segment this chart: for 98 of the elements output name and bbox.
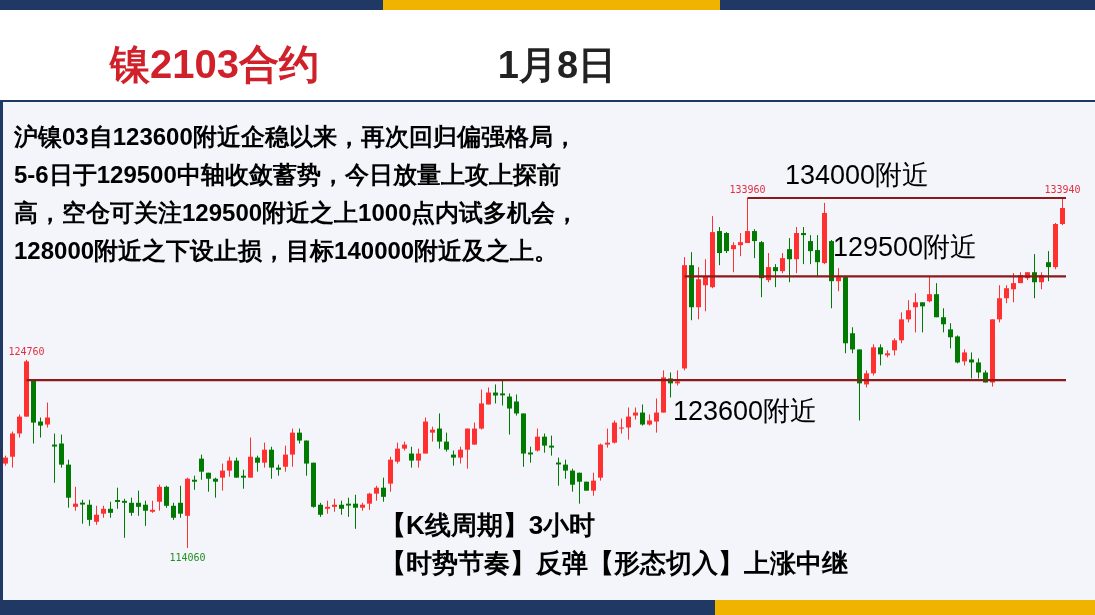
candlestick — [115, 487, 120, 510]
annotation: 124760 — [8, 345, 45, 357]
candlestick — [773, 263, 778, 288]
ref-line-label: 134000附近 — [784, 160, 930, 190]
candlestick — [493, 383, 498, 404]
ref-line-label: 129500附近 — [832, 232, 978, 263]
candlestick — [752, 228, 757, 259]
candlestick — [808, 234, 813, 265]
candlestick — [178, 485, 183, 519]
candlestick — [787, 237, 792, 283]
candlestick — [626, 406, 631, 441]
candlestick — [535, 428, 540, 453]
candlestick — [906, 299, 911, 323]
candlestick — [10, 431, 15, 469]
candlestick — [619, 418, 624, 434]
candlestick — [941, 307, 946, 333]
candlestick — [241, 469, 246, 490]
candlestick — [815, 234, 820, 278]
candlestick — [213, 477, 218, 499]
candlestick — [1046, 250, 1051, 282]
annotation: 【K线周期】3小时 — [380, 509, 596, 542]
candlestick — [591, 472, 596, 497]
candlestick — [549, 435, 554, 457]
candlestick — [17, 414, 22, 439]
candlestick — [80, 499, 85, 525]
candlestick — [717, 226, 722, 266]
candlestick — [738, 232, 743, 257]
candlestick — [227, 456, 232, 478]
annotation: 133960 — [729, 184, 766, 195]
candlestick — [899, 311, 904, 344]
candlestick — [59, 434, 64, 469]
candlestick — [73, 486, 78, 512]
candlestick — [570, 468, 575, 493]
candlestick — [724, 231, 729, 254]
candlestick — [409, 446, 414, 469]
candlestick — [920, 301, 925, 333]
candlestick — [122, 498, 127, 539]
candlestick — [220, 463, 225, 492]
candlestick — [437, 412, 442, 450]
candlestick — [290, 428, 295, 468]
annotation: 沪镍03自123600附近企稳以来，再次回归偏强格局，5-6日于129500中轴收敛蓄势，今日放量上攻上探前高，空仓可关注129500附近之上1000点内试多机会，128000附近之下设止损，目标140000附近及之上。 — [14, 122, 581, 266]
candlestick — [164, 485, 169, 509]
candlestick — [542, 433, 547, 454]
candlestick — [353, 494, 358, 530]
candlestick — [1060, 197, 1065, 226]
chart-subtitle: 1月8日 — [497, 44, 617, 86]
candlestick — [850, 326, 855, 354]
candlestick — [157, 484, 162, 512]
candlestick — [514, 393, 519, 417]
ref-line-label: 123600附近 — [672, 396, 818, 427]
candlestick — [780, 252, 785, 274]
candlestick — [563, 459, 568, 480]
candlestick — [87, 499, 92, 527]
candlestick — [94, 505, 99, 526]
candlestick — [381, 477, 386, 503]
candlestick — [500, 379, 505, 407]
candlestick — [927, 276, 932, 303]
candlestick — [38, 417, 43, 439]
candlestick — [731, 241, 736, 273]
candlestick — [577, 472, 582, 505]
candlestick — [934, 282, 939, 318]
candlestick — [745, 197, 750, 244]
candlestick — [472, 422, 477, 446]
annotation: 114060 — [169, 552, 206, 563]
candlestick — [129, 497, 134, 517]
chart-title: 镍2103合约 — [108, 42, 319, 86]
candlestick — [346, 497, 351, 518]
candlestick — [948, 322, 953, 349]
candlestick — [1011, 272, 1016, 303]
candlestick — [997, 284, 1002, 323]
candlestick — [269, 446, 274, 480]
candlestick — [654, 398, 659, 434]
candlestick — [52, 433, 57, 484]
candlestick — [304, 440, 309, 477]
candlestick — [199, 454, 204, 481]
candlestick — [45, 402, 50, 429]
candlestick — [605, 428, 610, 449]
candlestick — [136, 490, 141, 517]
candlestick — [388, 456, 393, 493]
candlestick — [444, 432, 449, 453]
candlestick — [248, 437, 253, 479]
annotation: 【时势节奏】反弹【形态切入】上涨中继 — [380, 547, 848, 580]
candlestick — [262, 442, 267, 469]
candlestick — [801, 226, 806, 265]
candlestick — [143, 500, 148, 527]
candlestick — [976, 357, 981, 379]
candlestick — [913, 292, 918, 333]
candlestick — [416, 448, 421, 469]
candlestick — [969, 351, 974, 379]
candlestick — [507, 392, 512, 436]
candlestick — [395, 442, 400, 465]
candlestick — [878, 343, 883, 366]
candlestick — [234, 457, 239, 479]
candlestick — [640, 403, 645, 427]
candlestick — [283, 445, 288, 473]
annotation: 133940 — [1044, 184, 1081, 196]
candlestick — [465, 428, 470, 470]
candlestick — [612, 419, 617, 445]
